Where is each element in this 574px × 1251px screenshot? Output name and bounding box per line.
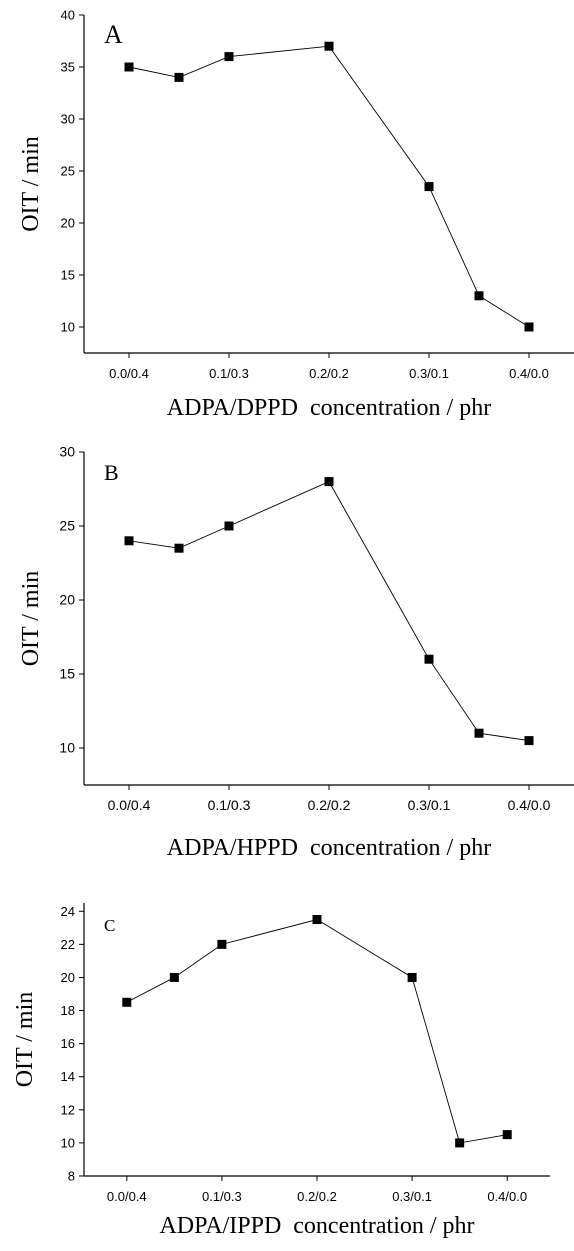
y-tick-label: 20	[61, 216, 75, 231]
data-point	[424, 654, 434, 664]
y-tick-label: 10	[61, 320, 75, 335]
y-tick-label: 14	[61, 1069, 75, 1084]
y-tick-label: 25	[59, 518, 75, 534]
panel-label: B	[104, 460, 119, 485]
y-tick-label: 20	[59, 592, 75, 608]
data-point	[324, 477, 334, 487]
data-point	[217, 939, 227, 949]
y-tick-label: 24	[61, 904, 75, 919]
data-point	[169, 972, 179, 982]
x-tick-label: 0.2/0.2	[308, 797, 351, 813]
data-point	[474, 728, 484, 738]
data-point	[407, 972, 417, 982]
series-line	[126, 919, 508, 1144]
y-tick-label: 8	[68, 1169, 75, 1184]
y-tick-label: 12	[61, 1102, 75, 1117]
y-tick-label: 10	[59, 740, 75, 756]
y-tick-label: 15	[59, 666, 75, 682]
x-axis-label: ADPA/DPPD concentration / phr	[167, 395, 491, 421]
x-tick-label: 0.1/0.3	[208, 797, 251, 813]
data-point	[122, 997, 132, 1007]
chart-panel-b: 10 15 20 25 30 0.0/0.4 0.1/0.3 0.2/0.2 0.3/0.1 0.…	[18, 444, 574, 861]
data-point	[502, 1130, 512, 1140]
chart-panel-c: 8 10 12 14 16 18 20 22 24 0.0/0.4 0.1/0.3 0.2/0.2 0.…	[12, 903, 550, 1239]
y-tick-label: 22	[61, 937, 75, 952]
series-line	[128, 481, 530, 742]
x-tick-label: 0.4/0.0	[509, 366, 549, 381]
y-tick-label: 30	[59, 444, 75, 460]
x-tick-label: 0.0/0.4	[109, 366, 149, 381]
x-tick-label: 0.2/0.2	[309, 366, 349, 381]
y-axis-label: OIT / min	[18, 136, 44, 232]
y-tick-label: 16	[61, 1036, 75, 1051]
chart-panel-a: 10 15 20 25 30 35 40 0.0/0.4 0.1/0.3 0.2/0.2 0.3/0…	[18, 8, 574, 421]
y-tick-label: 30	[61, 112, 75, 127]
y-tick-label: 25	[61, 164, 75, 179]
y-tick-label: 10	[61, 1135, 75, 1150]
data-point	[455, 1138, 465, 1148]
data-point	[174, 72, 184, 82]
x-tick-label: 0.3/0.1	[408, 797, 451, 813]
y-tick-label: 40	[61, 8, 75, 23]
x-tick-label: 0.4/0.0	[487, 1189, 527, 1204]
x-tick-label: 0.1/0.3	[209, 366, 249, 381]
data-point	[124, 536, 134, 546]
data-point	[312, 915, 322, 925]
x-tick-label: 0.1/0.3	[202, 1189, 242, 1204]
x-tick-label: 0.3/0.1	[392, 1189, 432, 1204]
data-point	[324, 41, 334, 51]
x-tick-label: 0.0/0.4	[108, 797, 151, 813]
x-tick-label: 0.0/0.4	[107, 1189, 147, 1204]
data-point	[224, 521, 234, 531]
data-point	[424, 182, 434, 192]
y-tick-label: 20	[61, 970, 75, 985]
x-axis-label: ADPA/HPPD concentration / phr	[167, 835, 491, 861]
panel-label: C	[104, 916, 115, 935]
x-tick-label: 0.3/0.1	[409, 366, 449, 381]
y-tick-label: 18	[61, 1003, 75, 1018]
y-tick-label: 15	[61, 268, 75, 283]
panel-label: A	[104, 20, 123, 49]
x-tick-label: 0.2/0.2	[297, 1189, 337, 1204]
data-point	[474, 291, 484, 301]
y-axis-label: OIT / min	[18, 571, 44, 667]
y-axis-label: OIT / min	[12, 992, 38, 1088]
y-tick-label: 35	[61, 60, 75, 75]
data-point	[524, 322, 534, 332]
data-point	[224, 52, 234, 62]
x-tick-label: 0.4/0.0	[508, 797, 551, 813]
data-point	[174, 543, 184, 553]
data-point	[124, 62, 134, 72]
x-axis-label: ADPA/IPPD concentration / phr	[159, 1213, 474, 1239]
series-line	[128, 45, 530, 328]
data-point	[524, 736, 534, 746]
